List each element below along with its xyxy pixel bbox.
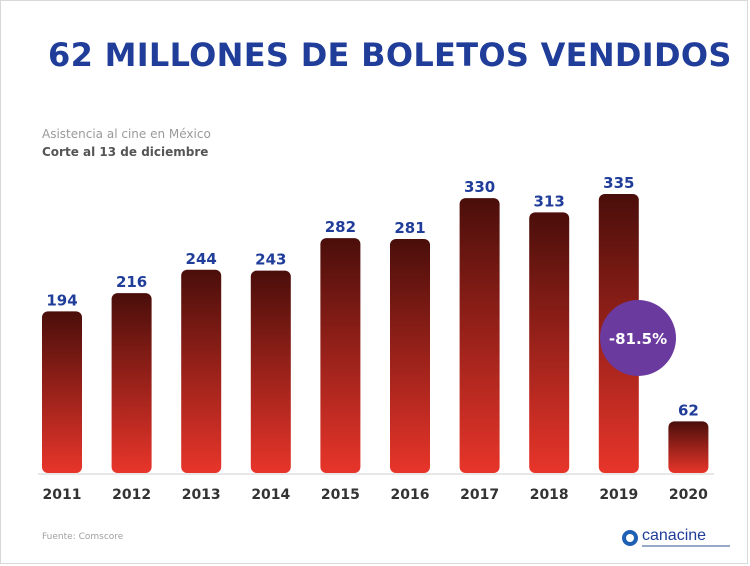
bar-value-label-2020: 62 — [678, 401, 699, 419]
x-tick-label-2016: 2016 — [391, 487, 430, 503]
bar-2011 — [42, 311, 82, 473]
change-badge: -81.5% — [600, 300, 676, 376]
bar-value-label-2012: 216 — [116, 273, 147, 291]
change-badge-circle — [600, 300, 676, 376]
x-tick-label-2014: 2014 — [251, 487, 290, 503]
x-tick-label-2018: 2018 — [530, 487, 569, 503]
bar-2013 — [181, 269, 222, 473]
bar-value-label-2015: 282 — [325, 218, 356, 236]
x-tick-label-2019: 2019 — [599, 487, 638, 503]
bar-value-label-2017: 330 — [464, 178, 495, 196]
bar-2012 — [111, 293, 152, 473]
bars-group: 194 2011 216 2012 244 2013 243 2014 282 2015 281 20… — [42, 174, 709, 503]
chart-subtitle: Asistencia al cine en México — [42, 127, 211, 141]
x-tick-label-2015: 2015 — [321, 487, 360, 503]
x-tick-label-2011: 2011 — [43, 487, 82, 503]
bar-value-label-2019: 335 — [603, 174, 634, 192]
bar-2014 — [250, 270, 291, 473]
canacine-logo-text: canacine — [642, 527, 707, 544]
x-tick-label-2013: 2013 — [182, 487, 221, 503]
x-tick-label-2020: 2020 — [669, 487, 708, 503]
canacine-logo-tagline-icon — [642, 545, 730, 547]
bar-value-label-2011: 194 — [46, 291, 77, 309]
change-badge-label: -81.5% — [609, 330, 667, 348]
bar-value-label-2014: 243 — [255, 251, 286, 269]
bar-2020 — [668, 421, 709, 473]
bar-value-label-2016: 281 — [394, 219, 425, 237]
bar-value-label-2013: 244 — [186, 250, 217, 268]
bar-2015 — [320, 238, 361, 473]
page-title: 62 MILLONES DE BOLETOS VENDIDOS — [48, 36, 732, 74]
canacine-logo: canacine — [622, 527, 732, 550]
x-tick-label-2012: 2012 — [112, 487, 151, 503]
bar-2018 — [529, 212, 570, 473]
chart-cutoff-note: Corte al 13 de diciembre — [42, 145, 209, 159]
canacine-logo-mark-icon — [622, 530, 638, 546]
source-note: Fuente: Comscore — [42, 532, 124, 542]
bar-2016 — [390, 238, 430, 473]
x-tick-label-2017: 2017 — [460, 487, 499, 503]
bar-2017 — [459, 198, 500, 473]
bar-value-label-2018: 313 — [534, 192, 565, 210]
